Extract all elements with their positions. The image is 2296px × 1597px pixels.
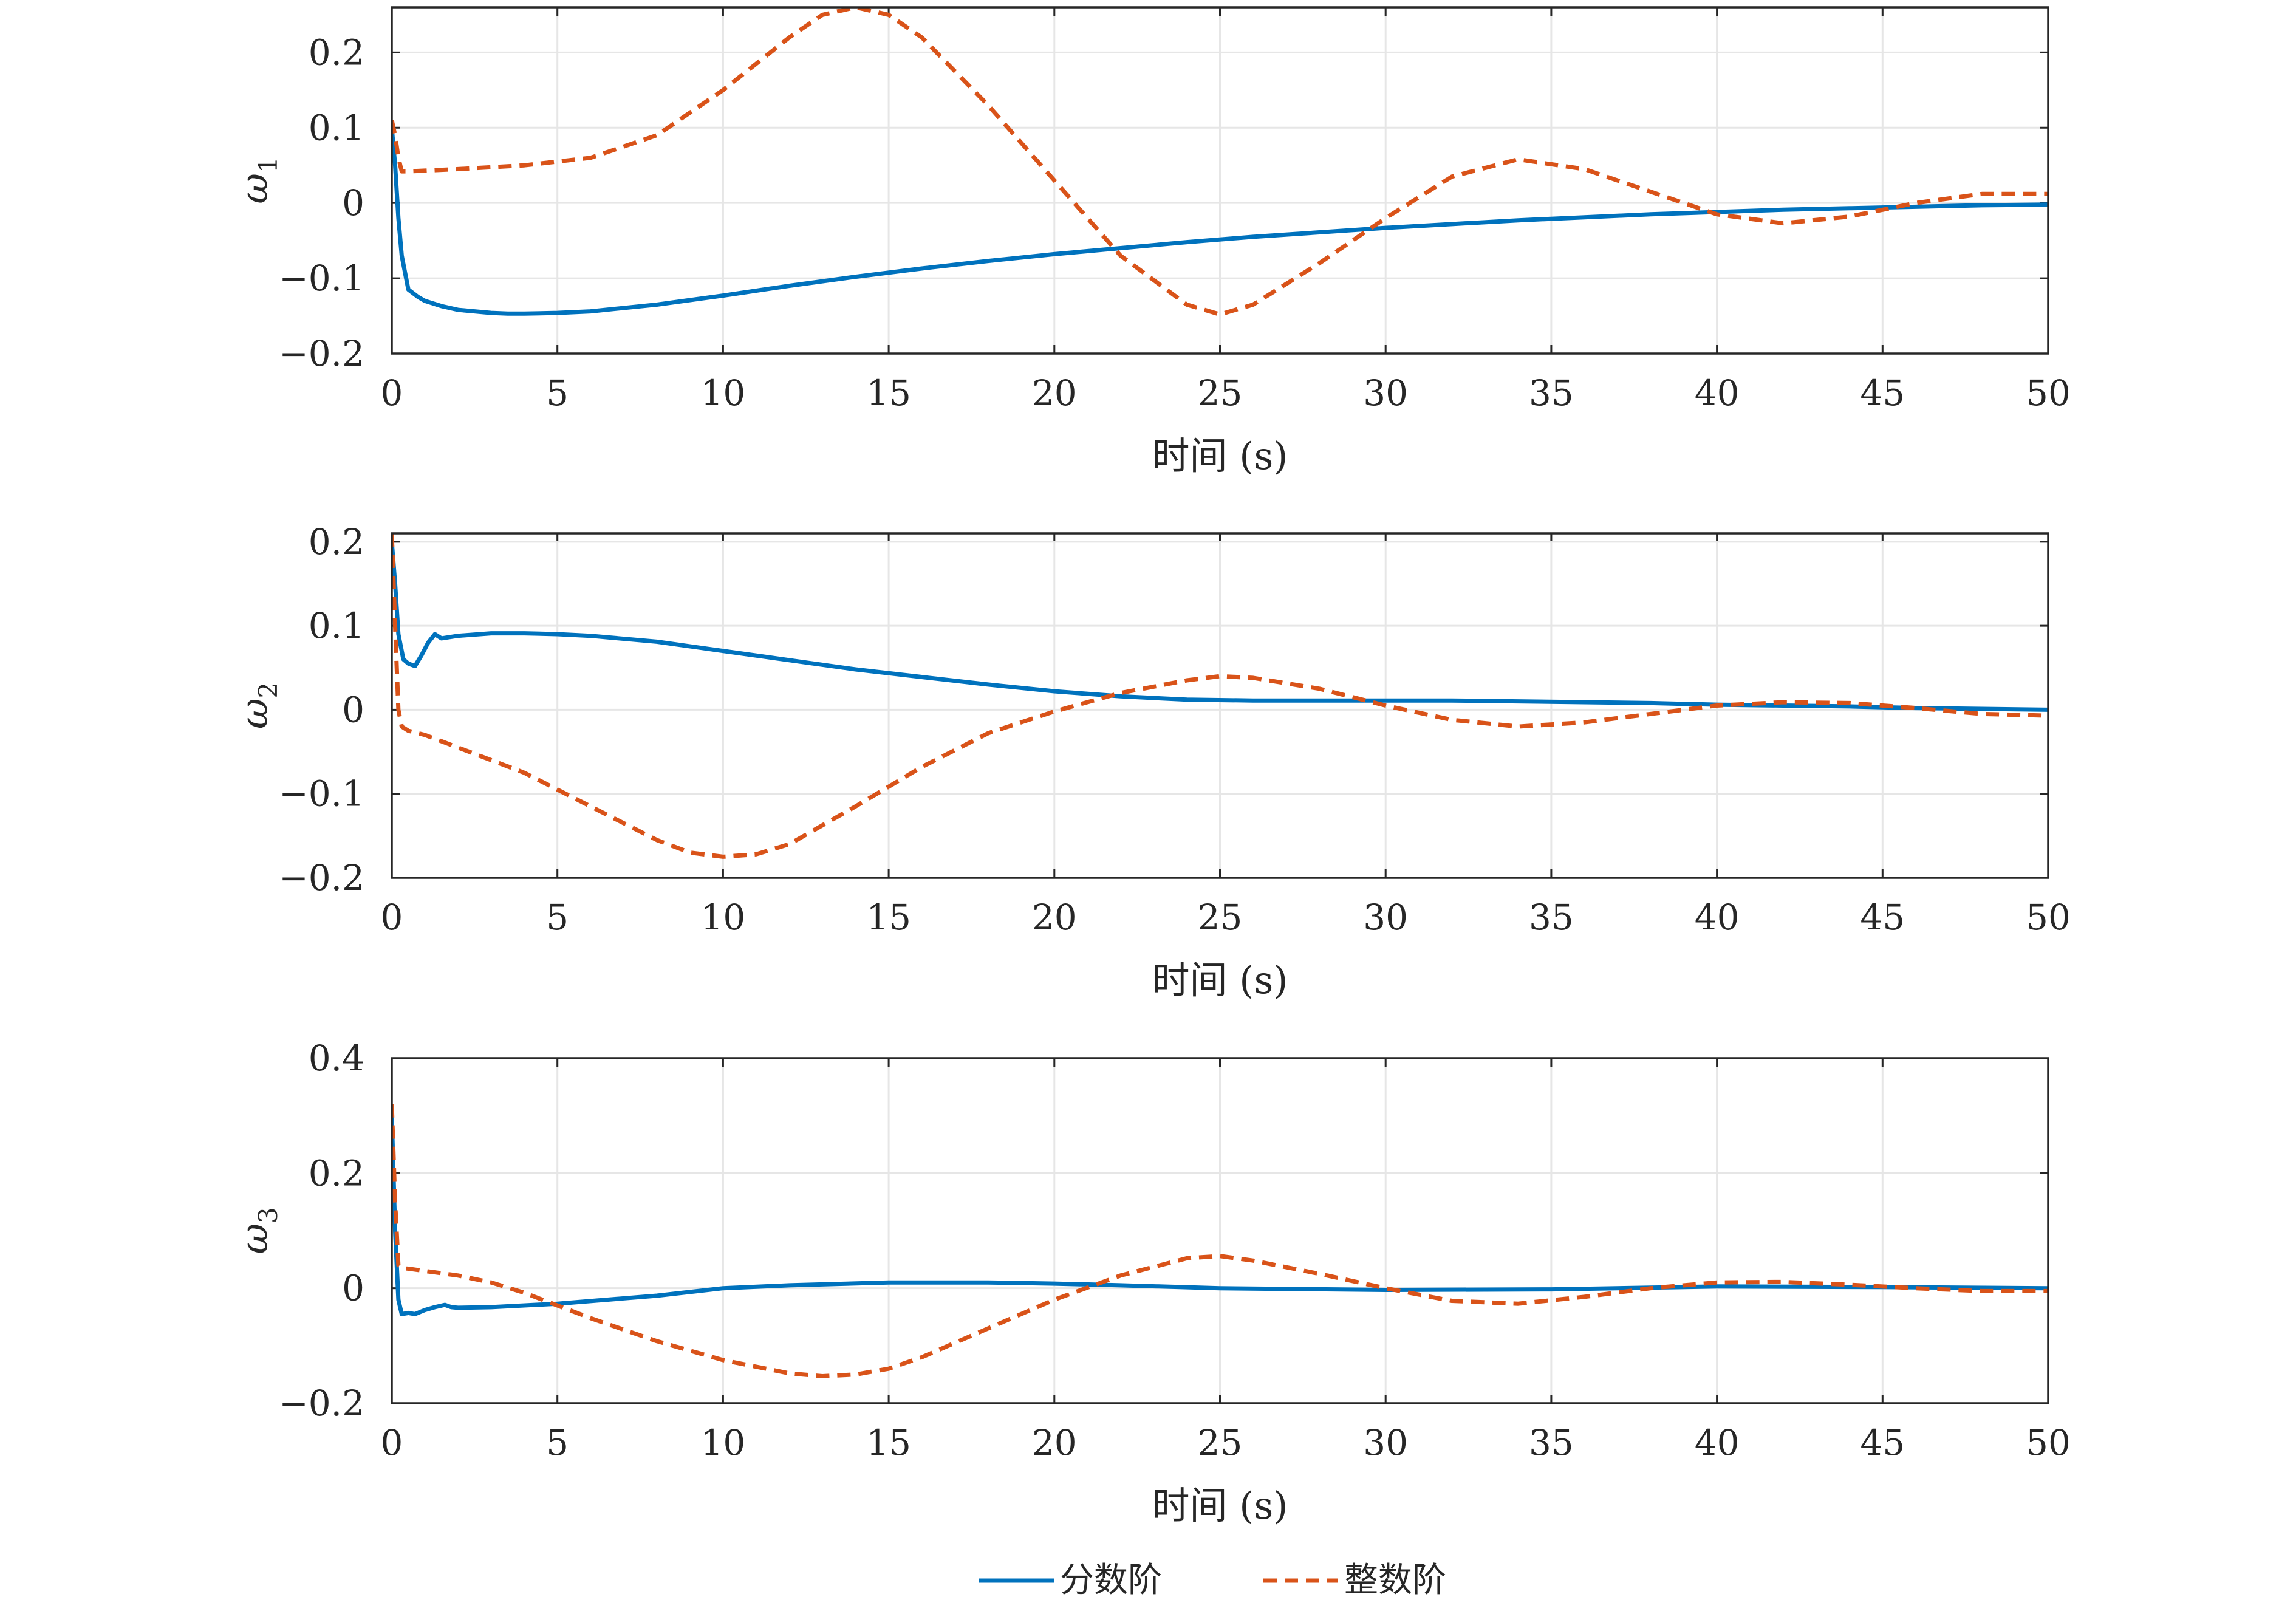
axes-box xyxy=(391,6,2049,355)
y-tick-label: 0.1 xyxy=(309,107,364,148)
axes-box xyxy=(391,532,2049,879)
y-tick-label: −0.1 xyxy=(279,258,364,299)
y-axis-symbol: ω xyxy=(232,1223,276,1254)
x-tick-label: 0 xyxy=(381,372,403,414)
series-line-integer xyxy=(392,1104,2048,1378)
x-axis-label: 时间 (s) xyxy=(1152,958,1288,1002)
y-tick-label: 0.2 xyxy=(309,32,364,73)
y-axis-subscript: 3 xyxy=(253,1207,283,1223)
y-tick-label: 0.2 xyxy=(309,1152,364,1194)
x-tick-label: 25 xyxy=(1198,1422,1243,1463)
x-tick-label: 50 xyxy=(2026,372,2071,414)
x-tick-label: 5 xyxy=(546,1422,569,1463)
x-tick-label: 40 xyxy=(1695,1422,1740,1463)
x-tick-label: 20 xyxy=(1032,1422,1077,1463)
x-tick-label: 20 xyxy=(1032,372,1077,414)
subplot-omega-3: 0 5 10 15 20 25 30 35 40 45 50 −0.2 0 0.2 0.4 时间 (s) ω3 xyxy=(232,1038,2071,1528)
x-axis-label: 时间 (s) xyxy=(1152,1483,1288,1528)
x-tick-label: 50 xyxy=(2026,897,2071,938)
y-axis-symbol: ω xyxy=(232,699,276,730)
x-tick-label: 40 xyxy=(1695,897,1740,938)
x-tick-label: 15 xyxy=(866,1422,911,1463)
x-tick-label: 50 xyxy=(2026,1422,2071,1463)
y-axis-subscript: 1 xyxy=(253,157,283,173)
x-tick-label: 10 xyxy=(700,372,745,414)
y-tick-label: −0.1 xyxy=(279,773,364,815)
y-axis-label: ω2 xyxy=(232,682,283,729)
x-tick-label: 45 xyxy=(1860,897,1905,938)
x-tick-label: 10 xyxy=(700,897,745,938)
series-line-fractional xyxy=(392,1115,2048,1316)
x-tick-label: 35 xyxy=(1529,897,1574,938)
x-tick-label: 35 xyxy=(1529,372,1574,414)
x-tick-label: 5 xyxy=(546,897,569,938)
y-tick-label: −0.2 xyxy=(279,1383,364,1424)
x-tick-label: 0 xyxy=(381,897,403,938)
x-tick-label: 30 xyxy=(1363,372,1408,414)
x-tick-label: 10 xyxy=(700,1422,745,1463)
series-line-integer xyxy=(392,533,2048,859)
series-line-fractional xyxy=(392,127,2048,316)
x-tick-label: 5 xyxy=(546,372,569,414)
x-tick-label: 20 xyxy=(1032,897,1077,938)
y-axis-subscript: 2 xyxy=(253,682,283,699)
legend-label-integer: 整数阶 xyxy=(1344,1561,1446,1597)
y-tick-label: 0 xyxy=(342,182,364,224)
y-axis-label: ω3 xyxy=(232,1207,283,1254)
y-tick-label: −0.2 xyxy=(279,333,364,374)
y-tick-label: 0 xyxy=(342,1268,364,1309)
series-line-integer xyxy=(392,7,2048,317)
x-tick-label: 0 xyxy=(381,1422,403,1463)
legend-label-fractional: 分数阶 xyxy=(1060,1561,1162,1597)
x-tick-label: 25 xyxy=(1198,897,1243,938)
x-tick-label: 30 xyxy=(1363,1422,1408,1463)
x-axis-label: 时间 (s) xyxy=(1152,434,1288,478)
subplot-omega-2: 0 5 10 15 20 25 30 35 40 45 50 −0.2 −0.1 0 0.1 0.2 时间 (s… xyxy=(232,521,2071,1002)
x-tick-label: 45 xyxy=(1860,1422,1905,1463)
x-tick-label: 15 xyxy=(866,372,911,414)
y-tick-label: 0.1 xyxy=(309,605,364,646)
series-line-fractional xyxy=(392,541,2048,712)
x-tick-label: 30 xyxy=(1363,897,1408,938)
x-tick-label: 15 xyxy=(866,897,911,938)
x-tick-label: 35 xyxy=(1529,1422,1574,1463)
x-tick-label: 25 xyxy=(1198,372,1243,414)
axes-box xyxy=(391,1057,2049,1404)
legend: 分数阶 整数阶 xyxy=(979,1561,1446,1597)
y-axis-label: ω1 xyxy=(232,157,283,203)
subplot-omega-1: 0 5 10 15 20 25 30 35 40 45 50 −0.2 −0.1 0 0.1 0.2 时间 (s… xyxy=(232,6,2071,478)
y-tick-label: 0.2 xyxy=(309,521,364,563)
y-tick-label: 0.4 xyxy=(309,1038,364,1079)
y-tick-label: −0.2 xyxy=(279,857,364,898)
y-tick-label: 0 xyxy=(342,689,364,730)
y-axis-symbol: ω xyxy=(232,173,276,204)
x-tick-label: 45 xyxy=(1860,372,1905,414)
x-tick-label: 40 xyxy=(1695,372,1740,414)
